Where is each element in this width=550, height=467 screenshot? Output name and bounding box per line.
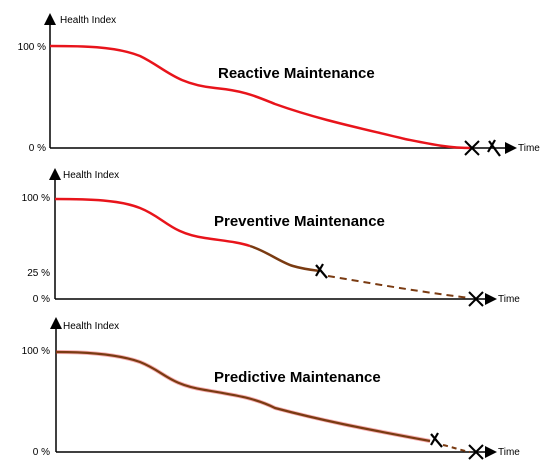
y-axis-label: Health Index [63, 321, 119, 332]
projected-degradation-curve [442, 444, 471, 453]
tick-100: 100 % [18, 42, 46, 53]
wrench-tool-icon [487, 139, 501, 157]
y-axis-label: Health Index [60, 15, 116, 26]
x-axis-label: Time [518, 143, 540, 154]
tick-25: 25 % [27, 268, 50, 279]
tick-100: 100 % [22, 346, 50, 357]
wrench-tool-icon [315, 263, 328, 279]
panel-title: Predictive Maintenance [214, 369, 381, 386]
x-axis-label: Time [498, 294, 520, 305]
tick-0: 0 % [33, 447, 50, 458]
health-curve [49, 44, 473, 150]
failure-x-icon [468, 291, 484, 307]
wrench-tool-icon [430, 432, 443, 448]
panel-predictive: Health Index Time 100 % 0 % Predictive M… [22, 317, 520, 460]
health-curve-degrading [249, 244, 321, 273]
panel-title: Preventive Maintenance [214, 213, 385, 230]
health-curve-healthy [54, 197, 251, 248]
panel-title: Reactive Maintenance [218, 65, 375, 82]
panel-reactive: Health Index Time 100 % 0 % Reactive Mai… [18, 13, 540, 157]
failure-x-icon [468, 444, 484, 460]
panel-preventive: Health Index Time 100 % 25 % 0 % Prevent… [22, 168, 520, 307]
tick-100: 100 % [22, 193, 50, 204]
health-curve [55, 350, 431, 443]
tick-0: 0 % [33, 294, 50, 305]
projected-degradation-curve [327, 275, 471, 299]
tick-0: 0 % [29, 143, 46, 154]
failure-x-icon [464, 140, 480, 156]
x-axis-label: Time [498, 447, 520, 458]
y-axis-label: Health Index [63, 170, 119, 181]
